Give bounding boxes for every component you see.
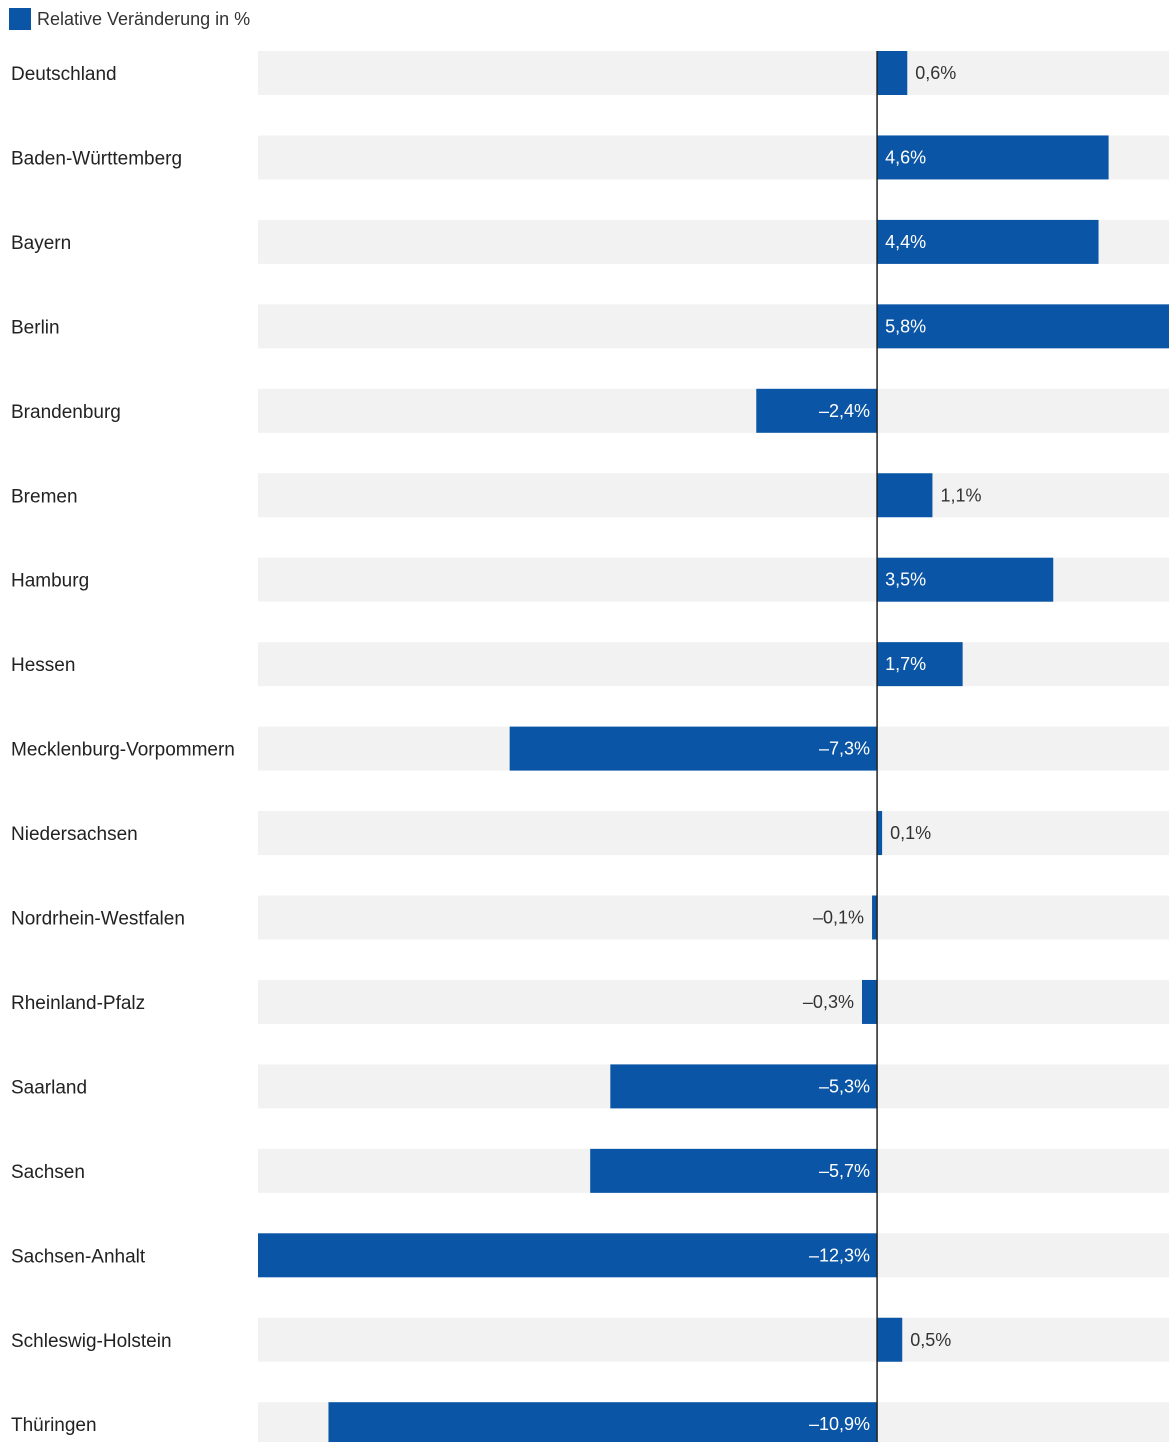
bar <box>877 811 883 856</box>
bar-track <box>258 388 1169 433</box>
category-label: Baden-Württemberg <box>11 148 182 169</box>
category-label: Mecklenburg-Vorpommern <box>11 740 235 761</box>
value-label: 0,6% <box>915 63 956 83</box>
category-label: Schleswig-Holstein <box>11 1331 172 1352</box>
legend-label: Relative Veränderung in % <box>37 8 251 29</box>
value-label: –7,3% <box>819 739 870 759</box>
bar <box>610 1064 878 1109</box>
bar-track <box>258 642 1169 687</box>
bar <box>756 388 878 433</box>
category-label: Berlin <box>11 317 60 338</box>
value-label: 0,1% <box>890 823 931 843</box>
value-label: –0,1% <box>813 908 864 928</box>
bar-track <box>258 895 1169 940</box>
category-label: Sachsen <box>11 1162 85 1183</box>
bar <box>877 219 1099 264</box>
bar-track <box>258 811 1169 856</box>
bar <box>877 642 963 687</box>
bar <box>877 1317 903 1362</box>
bar <box>509 726 878 771</box>
value-label: 4,6% <box>885 147 926 167</box>
bar <box>877 473 933 518</box>
category-label: Saarland <box>11 1077 87 1098</box>
bar <box>590 1148 878 1193</box>
value-label: –0,3% <box>803 992 854 1012</box>
value-label: 5,8% <box>885 316 926 336</box>
category-label: Hessen <box>11 655 75 676</box>
value-label: 1,1% <box>940 485 981 505</box>
value-label: 0,5% <box>910 1330 951 1350</box>
category-label: Hamburg <box>11 571 89 592</box>
bar <box>877 51 908 95</box>
bar <box>877 135 1109 180</box>
value-label: –5,3% <box>819 1076 870 1096</box>
category-label: Thüringen <box>11 1415 97 1436</box>
bar <box>861 979 878 1024</box>
category-label: Bremen <box>11 486 78 507</box>
category-label: Bayern <box>11 233 71 254</box>
category-label: Rheinland-Pfalz <box>11 993 145 1014</box>
bar-track <box>258 51 1169 95</box>
bar-track <box>258 979 1169 1024</box>
value-label: 3,5% <box>885 570 926 590</box>
value-label: –2,4% <box>819 401 870 421</box>
value-label: –5,7% <box>819 1161 870 1181</box>
value-label: –10,9% <box>809 1414 870 1434</box>
category-label: Niedersachsen <box>11 824 138 845</box>
legend-swatch <box>9 8 31 30</box>
bar <box>872 895 878 940</box>
category-label: Deutschland <box>11 64 117 85</box>
legend: Relative Veränderung in % <box>9 8 250 30</box>
bar <box>258 1233 878 1278</box>
bar <box>877 557 1054 602</box>
bar-track <box>258 473 1169 518</box>
value-label: 1,7% <box>885 654 926 674</box>
category-label: Brandenburg <box>11 402 121 423</box>
category-label: Nordrhein-Westfalen <box>11 909 185 930</box>
value-label: –12,3% <box>809 1245 870 1265</box>
bar <box>328 1402 878 1442</box>
category-label: Sachsen-Anhalt <box>11 1246 146 1267</box>
value-label: 4,4% <box>885 232 926 252</box>
bar-track <box>258 1317 1169 1362</box>
bar <box>877 304 1169 349</box>
